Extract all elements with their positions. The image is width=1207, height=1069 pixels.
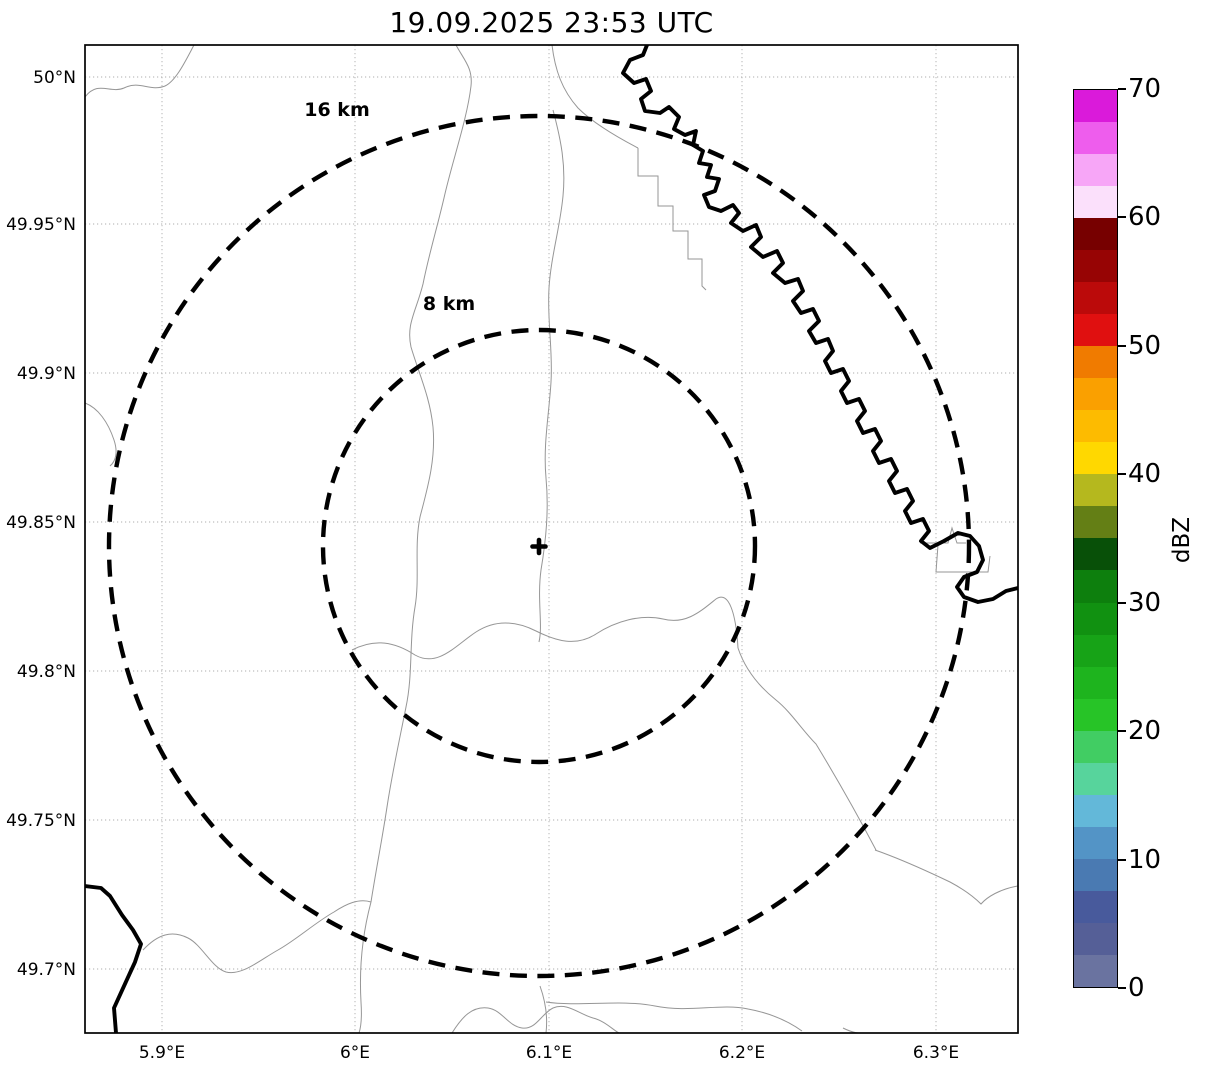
colorbar-segment — [1074, 954, 1117, 987]
colorbar-tick-label: 0 — [1128, 973, 1145, 1003]
x-tick-label: 6.2°E — [719, 1043, 765, 1063]
colorbar-segment — [1074, 762, 1117, 795]
colorbar-segment — [1074, 186, 1117, 219]
colorbar-segment — [1074, 794, 1117, 827]
colorbar-axis-label: dBZ — [1169, 516, 1195, 564]
colorbar-tick — [1118, 730, 1126, 732]
plot-title: 19.09.2025 23:53 UTC — [389, 6, 714, 39]
range-ring-8km — [320, 327, 758, 765]
colorbar-segment — [1074, 122, 1117, 155]
colorbar-swatches — [1074, 90, 1117, 987]
colorbar-segment — [1074, 858, 1117, 891]
colorbar-tick-label: 20 — [1128, 716, 1162, 746]
boundary-lines — [85, 45, 1018, 1033]
y-tick-label: 49.8°N — [17, 662, 76, 682]
colorbar-segment — [1074, 218, 1117, 251]
colorbar — [1073, 89, 1118, 988]
colorbar-tick — [1118, 88, 1126, 90]
colorbar-tick — [1118, 473, 1126, 475]
colorbar-segment — [1074, 314, 1117, 347]
colorbar-segment — [1074, 506, 1117, 539]
y-tick-label: 49.9°N — [17, 364, 76, 384]
colorbar-tick-label: 50 — [1128, 331, 1162, 361]
graticule — [85, 45, 1018, 1033]
colorbar-segment — [1074, 442, 1117, 475]
colorbar-segment — [1074, 890, 1117, 923]
y-tick-label: 49.75°N — [6, 811, 76, 831]
colorbar-segment — [1074, 90, 1117, 123]
colorbar-tick — [1118, 216, 1126, 218]
colorbar-tick — [1118, 859, 1126, 861]
country-border-line — [85, 45, 1018, 1033]
colorbar-segment — [1074, 730, 1117, 763]
colorbar-segment — [1074, 250, 1117, 283]
ring-label-16km: 16 km — [304, 99, 370, 121]
colorbar-segment — [1074, 666, 1117, 699]
colorbar-tick-label: 30 — [1128, 588, 1162, 618]
x-tick-label: 6°E — [340, 1043, 370, 1063]
colorbar-tick-label: 40 — [1128, 459, 1162, 489]
x-tick-label: 5.9°E — [139, 1043, 185, 1063]
colorbar-segment — [1074, 570, 1117, 603]
colorbar-segment — [1074, 826, 1117, 859]
colorbar-segment — [1074, 698, 1117, 731]
y-axis: 50°N 49.95°N 49.9°N 49.85°N 49.8°N 49.75… — [6, 68, 76, 980]
y-tick-label: 49.7°N — [17, 960, 76, 980]
y-tick-label: 49.85°N — [6, 513, 76, 533]
ring-label-8km: 8 km — [423, 293, 475, 315]
colorbar-segment — [1074, 538, 1117, 571]
colorbar-segment — [1074, 346, 1117, 379]
colorbar-segment — [1074, 634, 1117, 667]
colorbar-tick-label: 60 — [1128, 202, 1162, 232]
colorbar-segment — [1074, 154, 1117, 187]
map-frame — [84, 44, 1019, 1034]
colorbar-segment — [1074, 474, 1117, 507]
colorbar-tick — [1118, 602, 1126, 604]
map-background — [85, 45, 1018, 1033]
y-tick-label: 50°N — [33, 68, 76, 88]
colorbar-tick — [1118, 987, 1126, 989]
colorbar-tick-label: 10 — [1128, 845, 1162, 875]
x-tick-label: 6.3°E — [913, 1043, 959, 1063]
colorbar-tick-label: 70 — [1128, 74, 1162, 104]
x-axis: 5.9°E 6°E 6.1°E 6.2°E 6.3°E — [139, 1043, 959, 1063]
colorbar-segment — [1074, 922, 1117, 955]
colorbar-tick — [1118, 345, 1126, 347]
y-tick-label: 49.95°N — [6, 215, 76, 235]
x-tick-label: 6.1°E — [526, 1043, 572, 1063]
colorbar-segment — [1074, 282, 1117, 315]
colorbar-segment — [1074, 602, 1117, 635]
colorbar-segment — [1074, 378, 1117, 411]
colorbar-segment — [1074, 410, 1117, 443]
radar-center-marker — [530, 537, 548, 556]
range-ring-16km — [106, 113, 972, 979]
